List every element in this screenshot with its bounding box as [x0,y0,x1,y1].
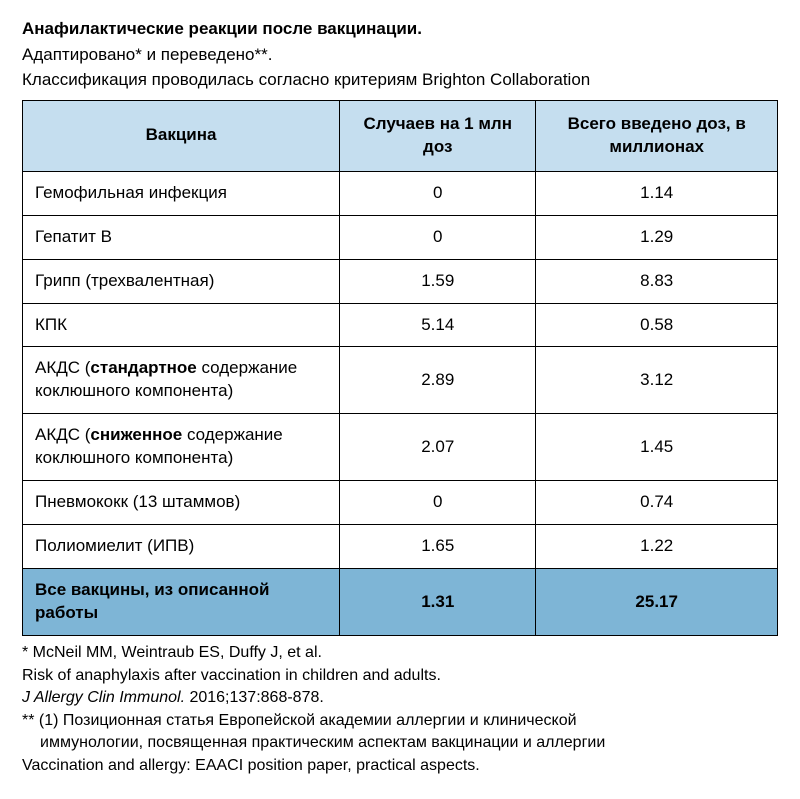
cell-cases: 2.07 [340,414,536,481]
table-body: Гемофильная инфекция01.14Гепатит В01.29Г… [23,171,778,635]
col-header-vaccine: Вакцина [23,100,340,171]
col-header-doses: Всего введено доз, в миллионах [536,100,778,171]
footnotes: * McNeil MM, Weintraub ES, Duffy J, et a… [22,642,778,777]
table-row: КПК5.140.58 [23,303,778,347]
table-row: Гепатит В01.29 [23,215,778,259]
cell-cases: 1.59 [340,259,536,303]
cell-total-cases: 1.31 [340,569,536,636]
footnote-line: * McNeil MM, Weintraub ES, Duffy J, et a… [22,642,778,664]
table-row: АКДС (сниженное содержание коклюшного ко… [23,414,778,481]
cell-doses: 3.12 [536,347,778,414]
cell-doses: 1.45 [536,414,778,481]
cell-total-doses: 25.17 [536,569,778,636]
cell-cases: 2.89 [340,347,536,414]
table-row: Полиомиелит (ИПВ)1.651.22 [23,525,778,569]
cell-cases: 0 [340,215,536,259]
subtitle: Адаптировано* и переведено**. [22,44,778,67]
cell-vaccine: Полиомиелит (ИПВ) [23,525,340,569]
cell-doses: 1.22 [536,525,778,569]
table-header-row: Вакцина Случаев на 1 млн доз Всего введе… [23,100,778,171]
table-row: АКДС (стандартное содержание коклюшного … [23,347,778,414]
journal-name: J Allergy Clin Immunol. [22,689,185,706]
footnote-line: Vaccination and allergy: EAACI position … [22,755,778,777]
cell-vaccine: АКДС (сниженное содержание коклюшного ко… [23,414,340,481]
cell-vaccine: Гемофильная инфекция [23,171,340,215]
footnote-line: иммунологии, посвященная практическим ас… [22,732,778,754]
cell-vaccine: КПК [23,303,340,347]
anaphylaxis-table: Вакцина Случаев на 1 млн доз Всего введе… [22,100,778,636]
cell-vaccine: Гепатит В [23,215,340,259]
cell-vaccine: АКДС (стандартное содержание коклюшного … [23,347,340,414]
col-header-cases: Случаев на 1 млн доз [340,100,536,171]
cell-vaccine: Грипп (трехвалентная) [23,259,340,303]
cell-doses: 1.14 [536,171,778,215]
table-total-row: Все вакцины, из описанной работы1.3125.1… [23,569,778,636]
cell-doses: 0.58 [536,303,778,347]
cell-doses: 1.29 [536,215,778,259]
cell-cases: 5.14 [340,303,536,347]
footnote-line: Risk of anaphylaxis after vaccination in… [22,665,778,687]
footnote-line: ** (1) Позиционная статья Европейской ак… [22,710,778,732]
cell-vaccine: Пневмококк (13 штаммов) [23,481,340,525]
page-title: Анафилактические реакции после вакцинаци… [22,18,778,41]
table-row: Пневмококк (13 штаммов)00.74 [23,481,778,525]
table-row: Гемофильная инфекция01.14 [23,171,778,215]
cell-cases: 1.65 [340,525,536,569]
cell-cases: 0 [340,481,536,525]
cell-cases: 0 [340,171,536,215]
cell-doses: 0.74 [536,481,778,525]
citation-rest: 2016;137:868-878. [185,689,324,706]
criteria-line: Классификация проводилась согласно крите… [22,69,778,92]
cell-total-vaccine: Все вакцины, из описанной работы [23,569,340,636]
footnote-line: J Allergy Clin Immunol. 2016;137:868-878… [22,687,778,709]
cell-doses: 8.83 [536,259,778,303]
table-row: Грипп (трехвалентная)1.598.83 [23,259,778,303]
